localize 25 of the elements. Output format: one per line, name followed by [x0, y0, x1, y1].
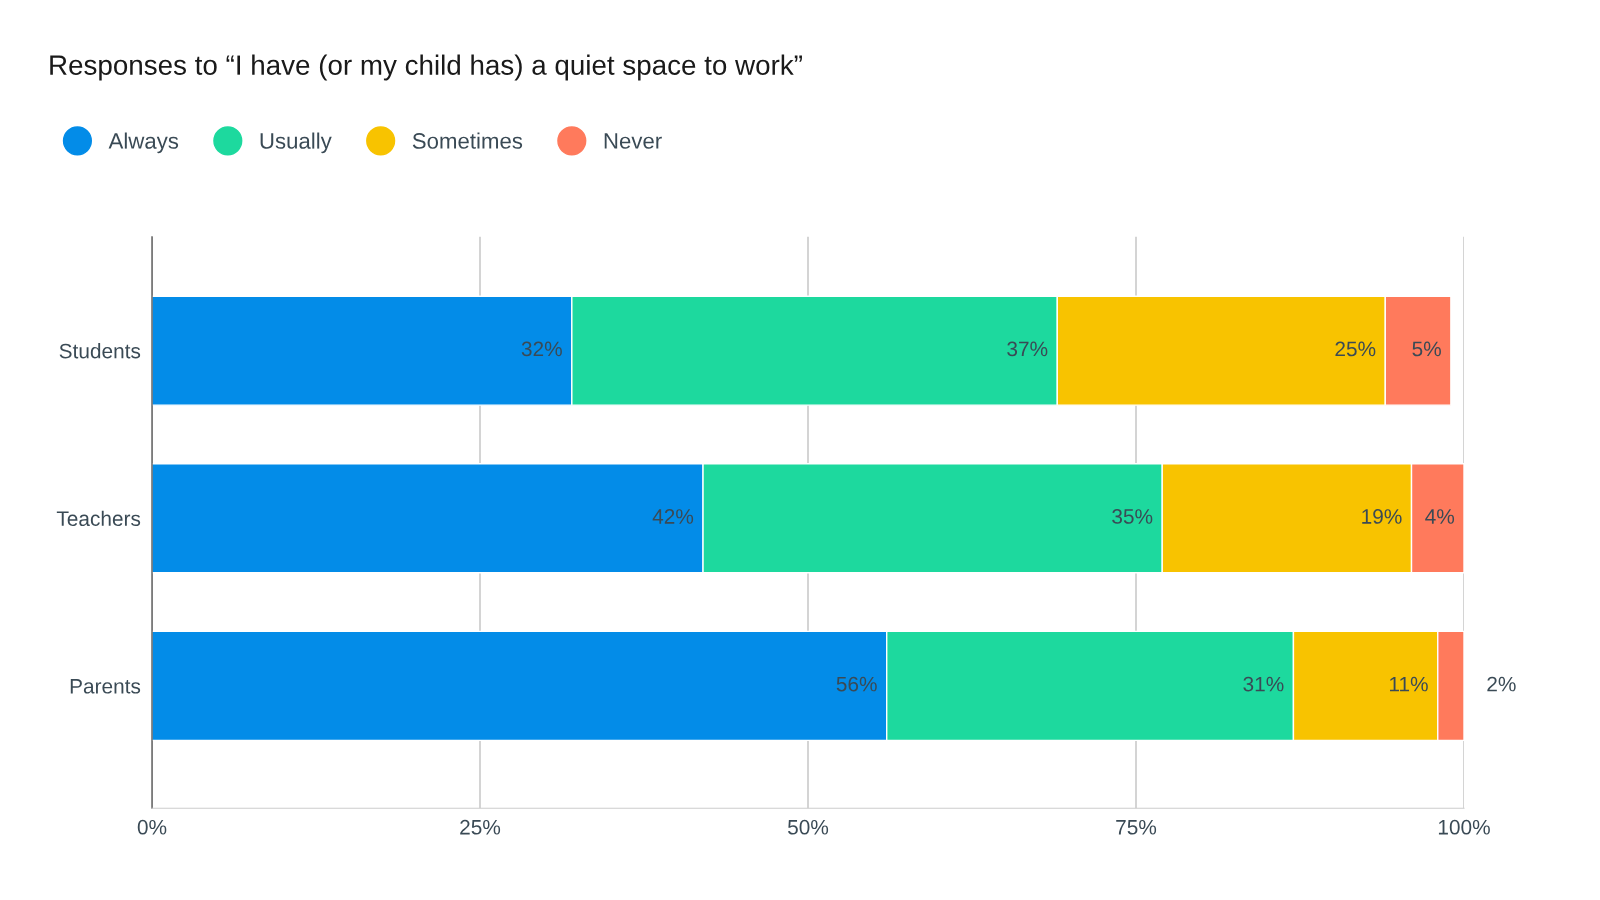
chart-title: Responses to “I have (or my child has) a quiet space to work” — [50, 54, 802, 81]
data-label: 4% — [1425, 509, 1455, 524]
data-label: 19% — [1362, 509, 1402, 524]
data-label: 5% — [1412, 341, 1441, 357]
x-tick-label: 75% — [1116, 819, 1157, 835]
data-label: 37% — [1007, 341, 1048, 357]
data-label: 31% — [1243, 676, 1284, 692]
x-tick-label: 25% — [460, 819, 501, 835]
y-tick-label: Parents — [70, 679, 141, 694]
legend-label: Sometimes — [412, 132, 523, 149]
data-label: 25% — [1335, 341, 1376, 357]
x-tick-label: 0% — [137, 819, 167, 835]
y-tick-label: Students — [59, 343, 141, 359]
data-label: 32% — [521, 341, 562, 357]
y-tick-label: Teachers — [56, 510, 141, 527]
data-label: 2% — [1487, 676, 1516, 692]
data-label: 56% — [836, 676, 877, 692]
legend-label: Never — [604, 133, 662, 149]
legend-label: Always — [108, 132, 179, 154]
data-label: 42% — [652, 509, 694, 524]
data-label: 11% — [1390, 676, 1428, 692]
data-label: 35% — [1112, 509, 1153, 524]
x-tick-label: 50% — [787, 819, 829, 835]
x-tick-label: 100% — [1438, 819, 1490, 835]
legend-label: Usually — [260, 132, 332, 154]
